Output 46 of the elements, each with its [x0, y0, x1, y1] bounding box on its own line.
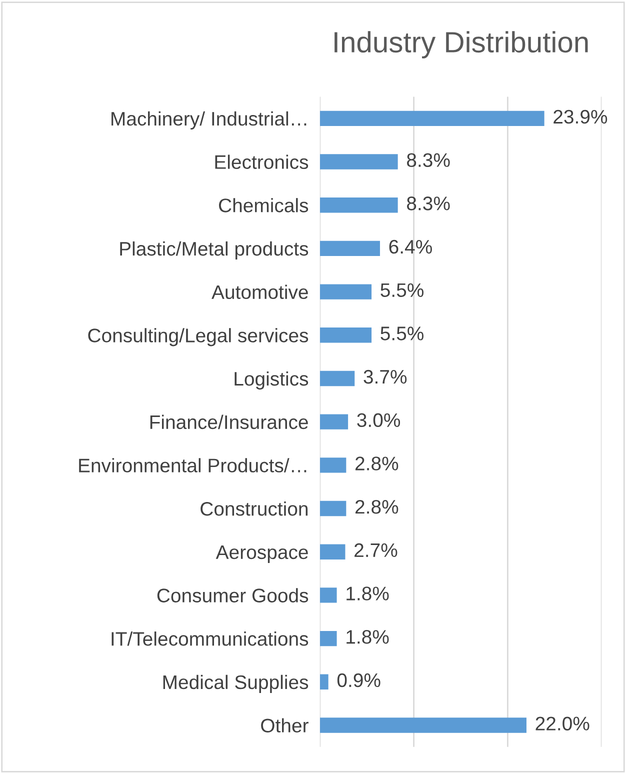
chart-title: Industry Distribution — [334, 31, 588, 58]
y-tick-label: IT/Telecommunications — [112, 632, 308, 646]
bar — [320, 458, 346, 473]
y-tick-label: Medical Supplies — [163, 674, 308, 693]
data-label: 1.8% — [346, 630, 389, 644]
bar — [320, 718, 526, 733]
y-tick-label: Environmental Products/… — [79, 458, 306, 472]
data-label: 1.8% — [346, 586, 389, 600]
y-tick-label: Aerospace — [216, 546, 308, 563]
data-label: 23.9% — [554, 110, 608, 124]
y-tick-label: Electronics — [215, 154, 308, 170]
data-label: 8.3% — [407, 153, 450, 167]
y-tick-label: Other — [261, 718, 308, 732]
data-label: 0.9% — [337, 673, 380, 688]
y-tick-label: Logistics — [234, 371, 308, 390]
bar — [320, 588, 337, 603]
bar — [320, 198, 398, 213]
data-label: 2.8% — [355, 456, 398, 470]
bar — [320, 240, 380, 256]
bar — [320, 544, 346, 560]
data-label: 2.8% — [355, 500, 398, 514]
data-label: 6.4% — [389, 240, 432, 254]
data-label: 3.7% — [364, 370, 407, 384]
bar — [320, 500, 346, 516]
bar — [320, 630, 337, 646]
data-label: 22.0% — [536, 716, 590, 730]
y-tick-label: Plastic/Metal products — [120, 241, 308, 260]
bar — [320, 674, 328, 690]
y-tick-label: Finance/Insurance — [150, 414, 308, 430]
bar — [320, 110, 544, 126]
data-label: 5.5% — [380, 326, 424, 340]
y-tick-label: Machinery/ Industrial… — [112, 111, 306, 130]
data-label: 8.3% — [407, 196, 450, 210]
y-tick-label: Automotive — [212, 284, 308, 300]
bar — [320, 414, 348, 430]
bar — [320, 154, 398, 170]
data-label: 3.0% — [357, 413, 400, 428]
y-tick-label: Consulting/Legal services — [88, 328, 308, 346]
bar — [320, 370, 355, 386]
data-label: 5.5% — [380, 283, 424, 298]
data-label: 2.7% — [354, 543, 398, 558]
bar — [320, 328, 372, 343]
y-tick-label: Consumer Goods — [157, 588, 308, 602]
y-tick-label: Chemicals — [219, 198, 308, 212]
bar — [320, 284, 372, 300]
y-tick-label: Construction — [200, 501, 308, 516]
